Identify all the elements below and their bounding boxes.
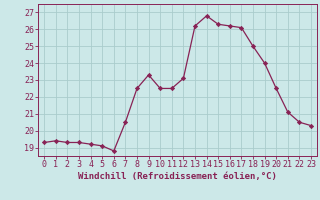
X-axis label: Windchill (Refroidissement éolien,°C): Windchill (Refroidissement éolien,°C) [78, 172, 277, 181]
